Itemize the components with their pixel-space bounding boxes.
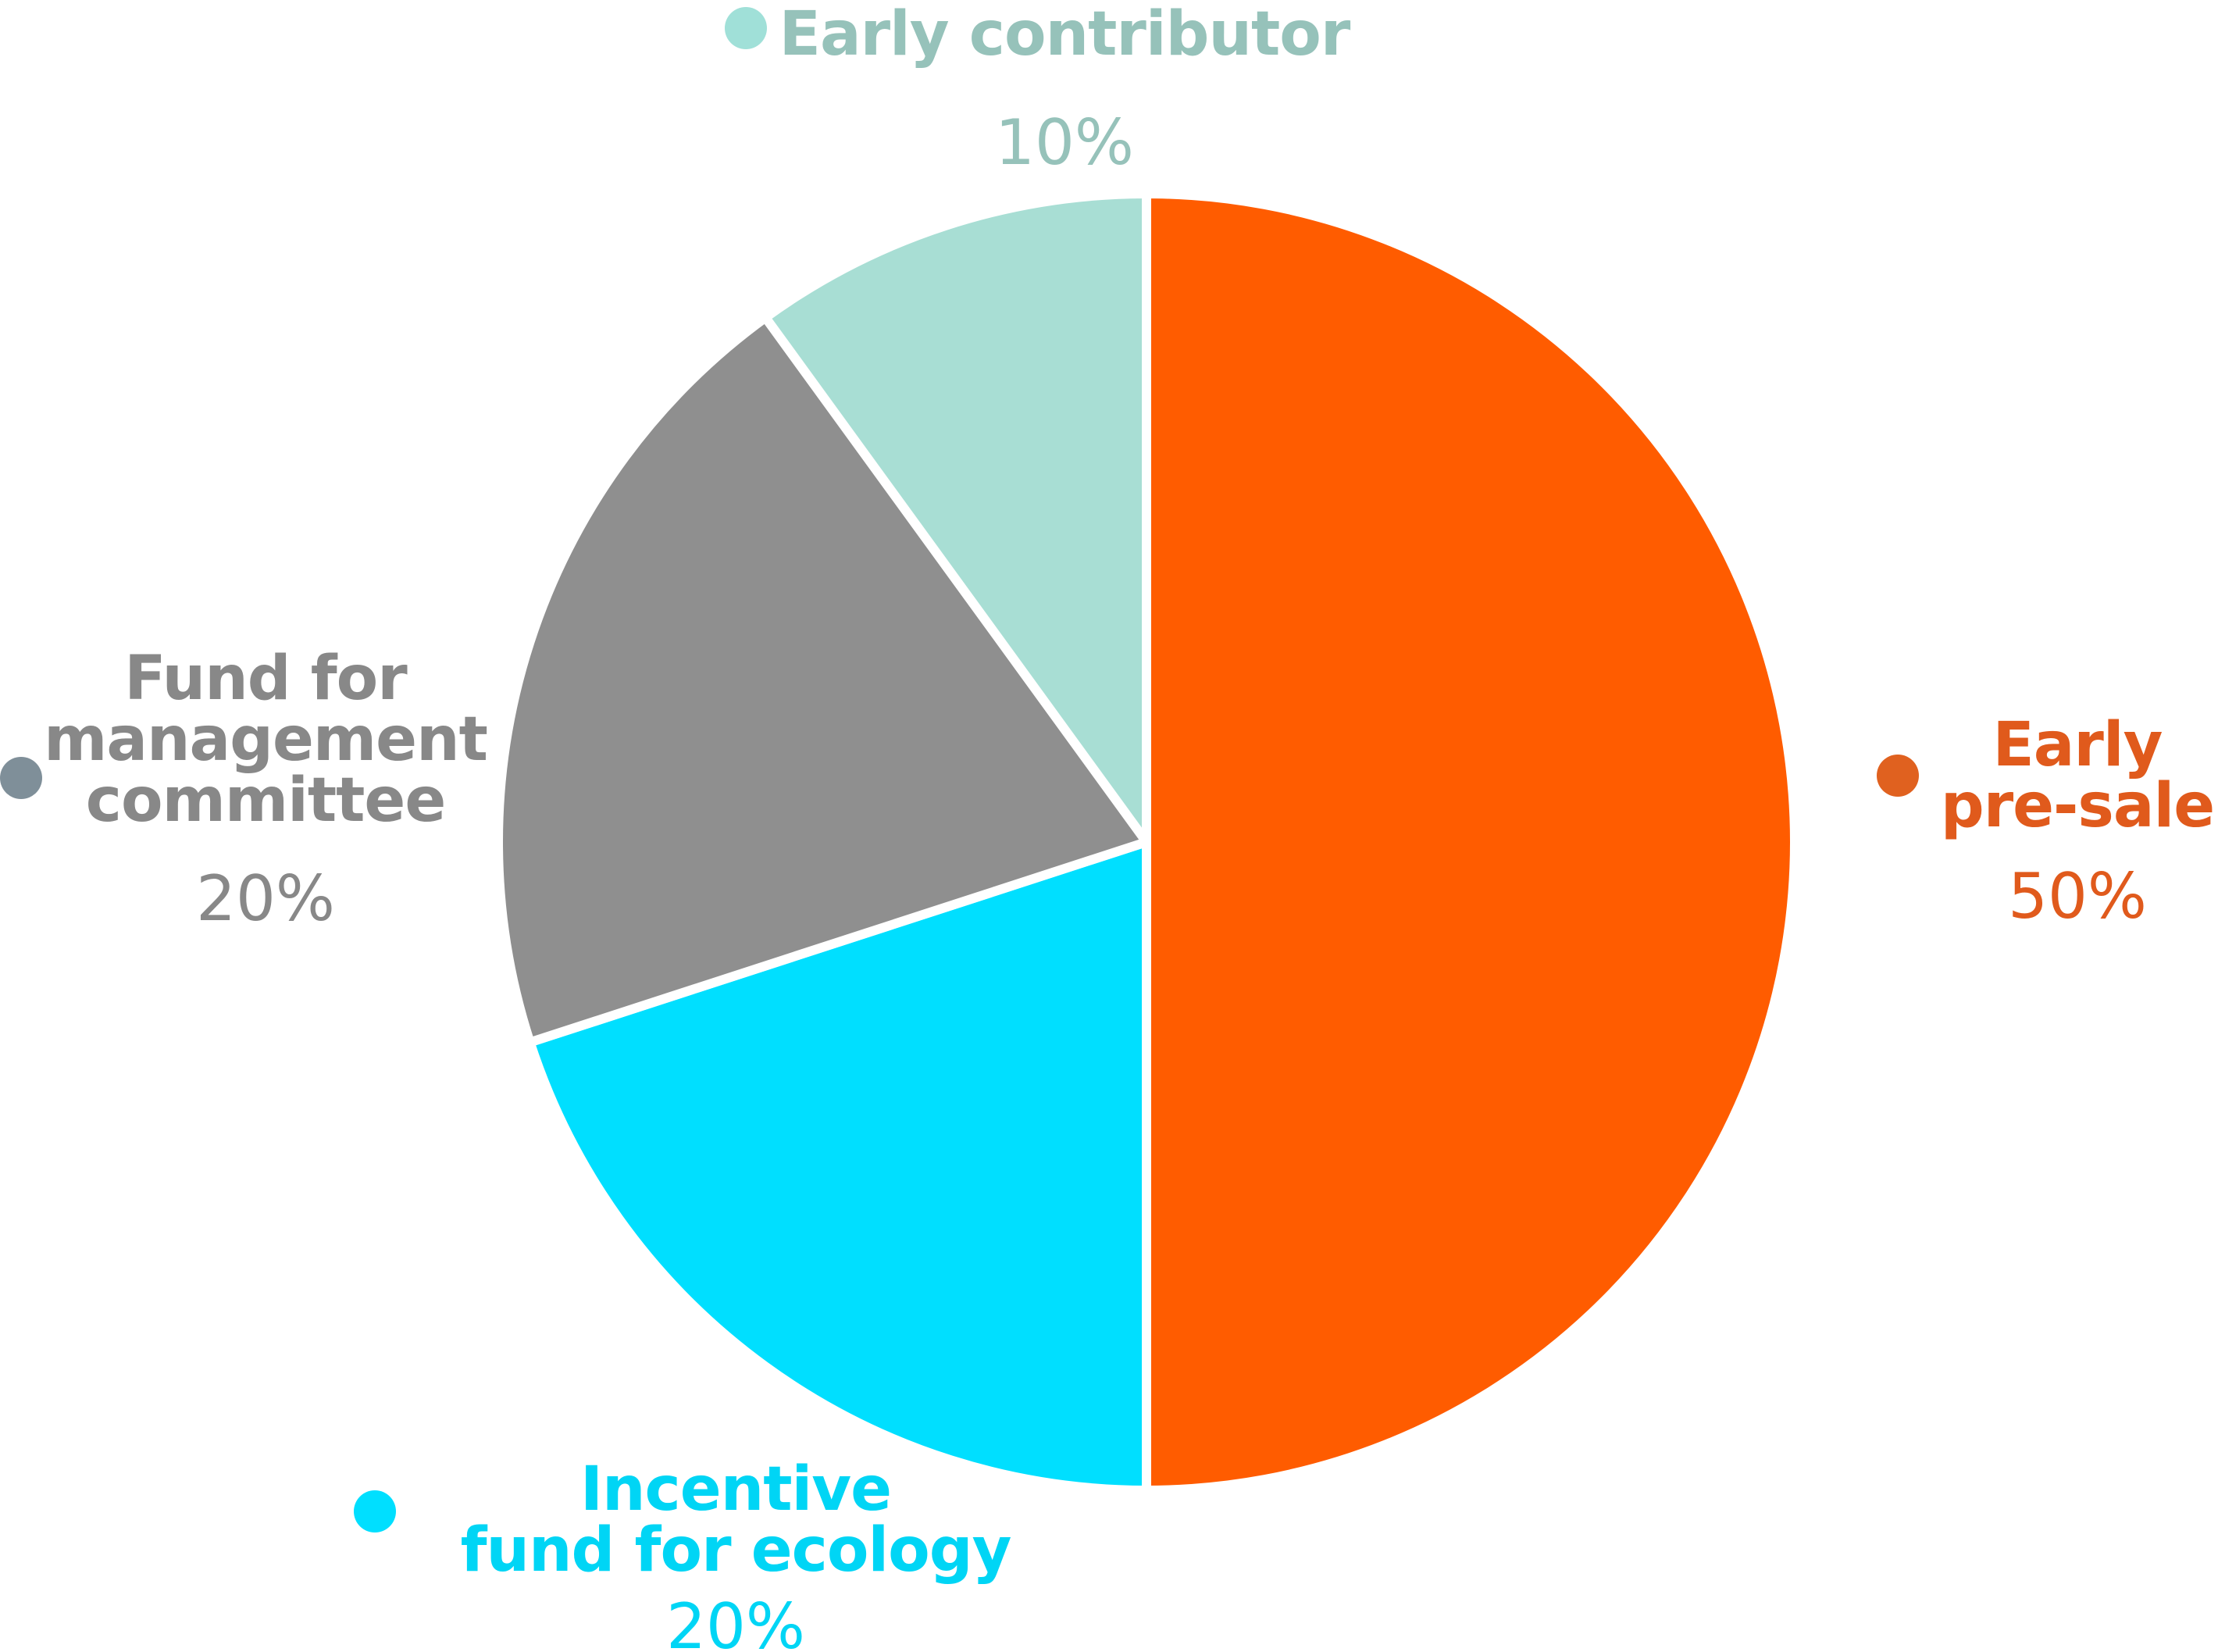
slice-name-line: management bbox=[44, 705, 487, 775]
slice-percent-early-contributor: 10% bbox=[995, 106, 1134, 179]
slice-name-fund-for-management-committee: Fund for management committee bbox=[44, 644, 487, 836]
slice-label-fund-for-management-committee: Fund for management committee 20% bbox=[0, 644, 488, 935]
slice-name-incentive-fund-for-ecology: Incentive fund for ecology bbox=[461, 1454, 1011, 1586]
legend-dot-early-contributor bbox=[725, 7, 767, 49]
slice-name-line: pre-sale bbox=[1941, 771, 2214, 841]
slice-percent-early-pre-sale: 50% bbox=[2008, 860, 2147, 933]
pie-slices bbox=[494, 189, 1799, 1495]
pie-slice-incentive-fund-for-ecology bbox=[525, 837, 1151, 1495]
slice-name-early-pre-sale: Early pre-sale bbox=[1941, 710, 2214, 841]
slice-percent-incentive-fund-for-ecology: 20% bbox=[666, 1590, 805, 1652]
slice-name-line: committee bbox=[86, 765, 446, 836]
pie-slice-early-pre-sale bbox=[1142, 189, 1799, 1495]
pie-slice-early-contributor bbox=[761, 189, 1151, 847]
slice-name-line: Incentive bbox=[580, 1454, 891, 1525]
slice-label-early-contributor: Early contributor 10% bbox=[725, 0, 1352, 179]
slice-name-line: Early contributor bbox=[779, 0, 1351, 70]
slice-name-line: Fund for bbox=[124, 644, 408, 714]
slice-name-early-contributor: Early contributor bbox=[779, 0, 1351, 70]
slice-name-line: Early bbox=[1993, 710, 2163, 780]
pie-slice-fund-for-management-committee bbox=[494, 312, 1151, 1047]
slice-name-line: fund for ecology bbox=[461, 1515, 1011, 1586]
legend-dot-early-pre-sale bbox=[1877, 755, 1919, 797]
legend-dot-fund-for-management-committee bbox=[0, 757, 42, 799]
legend-dot-incentive-fund-for-ecology bbox=[354, 1490, 396, 1532]
slice-percent-fund-for-management-committee: 20% bbox=[196, 862, 335, 935]
slice-label-early-pre-sale: Early pre-sale 50% bbox=[1877, 710, 2215, 933]
